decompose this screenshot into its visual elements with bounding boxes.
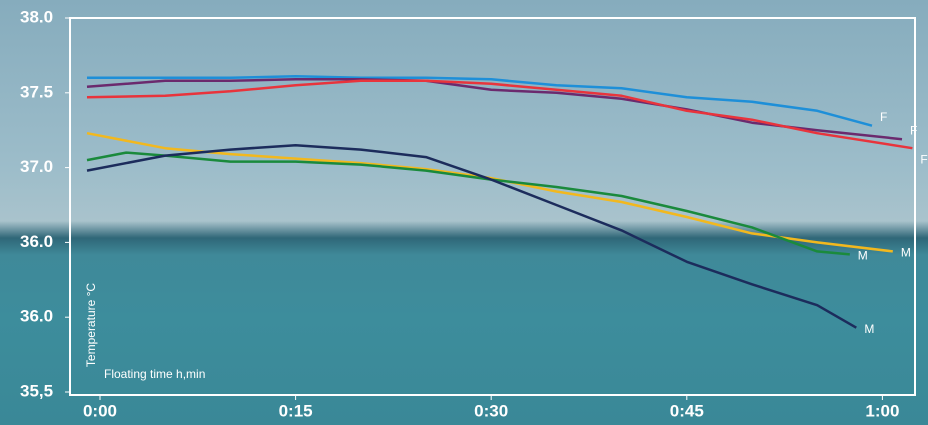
x-tick-label: 0:15 [279, 401, 313, 420]
x-tick-label: 0:00 [83, 401, 117, 420]
series-end-label: M [864, 322, 874, 336]
y-axis-label: Temperature °C [84, 283, 98, 367]
y-tick-label: 37.0 [20, 157, 53, 176]
x-tick-label: 1:00 [865, 401, 899, 420]
series-line [86, 131, 893, 253]
y-tick-label: 36.0 [20, 307, 53, 326]
series-line [86, 151, 850, 256]
y-tick-label: 38.0 [20, 7, 53, 26]
series-line [86, 79, 913, 150]
series-line [86, 143, 857, 329]
series-line [87, 75, 873, 127]
series-end-label: F [920, 152, 927, 166]
series-line [86, 78, 903, 141]
x-axis-label: Floating time h,min [104, 367, 205, 381]
y-tick-label: 37.5 [20, 82, 53, 101]
y-tick-label: 35,5 [20, 381, 53, 400]
x-tick-label: 0:45 [670, 401, 704, 420]
y-tick-label: 36.0 [20, 232, 53, 251]
series-end-label: F [910, 123, 917, 137]
series-end-label: M [901, 246, 911, 260]
plot-frame [69, 17, 916, 396]
x-tick-label: 0:30 [474, 401, 508, 420]
series-end-label: M [858, 249, 868, 263]
series-end-label: F [880, 110, 887, 124]
